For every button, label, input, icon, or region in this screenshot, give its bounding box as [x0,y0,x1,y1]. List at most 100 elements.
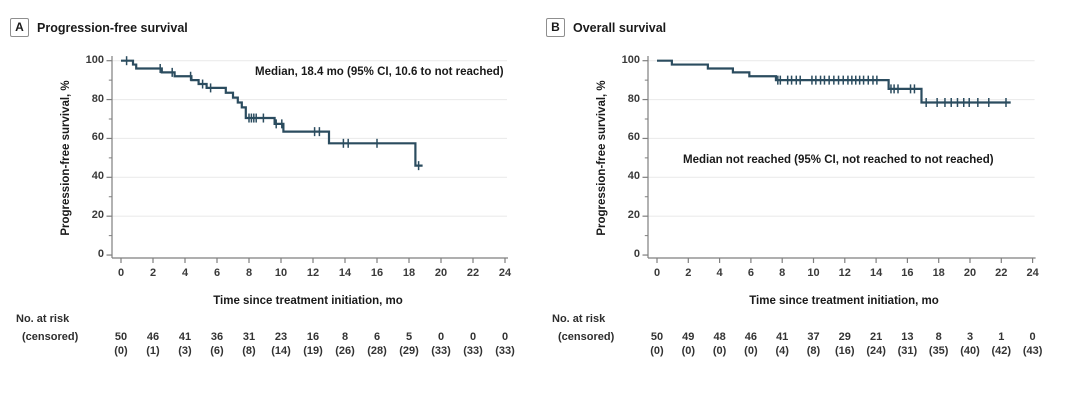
x-tick-label: 12 [306,267,320,279]
x-tick-label: 8 [779,267,786,279]
panel-a-letter: A [10,18,29,37]
y-tick-label: 60 [91,131,104,144]
x-tick-label: 14 [869,267,883,279]
at-risk-value: 1 [998,331,1005,343]
x-tick-label: 6 [213,267,221,279]
censored-value: (8) [242,345,256,357]
panel-b-header: B Overall survival [546,18,666,37]
at-risk-value: 23 [274,331,288,343]
x-tick-label: 2 [149,267,157,279]
censored-value: (33) [463,345,483,357]
panel-b-x-axis-title: Time since treatment initiation, mo [749,295,939,307]
censored-value: (29) [399,345,419,357]
at-risk-value: 6 [373,331,381,343]
censored-value: (33) [431,345,451,357]
panel-b-median-annotation: Median not reached (95% CI, not reached … [683,154,994,166]
censored-value: (43) [1022,345,1043,357]
x-tick-label: 0 [117,267,125,279]
at-risk-value: 50 [650,331,664,343]
censored-value: (40) [960,345,980,357]
panel-a-km-plot [106,56,508,263]
panel-b-km-plot [642,56,1036,263]
x-tick-label: 22 [466,267,480,279]
km-curve [657,59,1011,104]
at-risk-value: 0 [469,331,477,343]
censored-value: (0) [712,345,727,357]
x-tick-label: 4 [716,267,723,279]
panel-b-censored-label: (censored) [558,331,615,343]
y-tick-label: 60 [627,131,640,144]
at-risk-value: 0 [501,331,509,343]
x-tick-label: 2 [685,267,692,279]
at-risk-value: 46 [744,331,758,343]
y-tick-label: 0 [633,248,640,261]
x-tick-label: 18 [932,267,945,279]
x-tick-label: 10 [274,267,288,279]
at-risk-value: 36 [210,331,224,343]
censored-value: (8) [806,345,821,357]
panel-b-title: Overall survival [573,20,667,35]
panel-a-header: A Progression-free survival [10,18,188,37]
y-tick-label: 80 [627,92,640,105]
panel-a-title: Progression-free survival [37,20,188,35]
y-tick-label: 80 [91,92,104,105]
x-tick-label: 18 [402,267,416,279]
panel-a-risk-label: No. at risk [16,313,70,325]
censored-value: (24) [866,345,886,357]
at-risk-value: 41 [776,331,789,343]
censored-value: (0) [681,345,696,357]
at-risk-value: 21 [869,331,883,343]
panel-a-median-annotation: Median, 18.4 mo (95% CI, 10.6 to not rea… [255,66,504,78]
y-tick-label: 40 [627,170,640,183]
x-tick-label: 14 [338,267,352,279]
y-tick-label: 100 [85,53,104,66]
panel-a: A Progression-free survival Progression-… [10,18,515,357]
x-tick-label: 6 [747,267,754,279]
panel-b-risk-label: No. at risk [552,313,606,325]
at-risk-value: 0 [1029,331,1036,343]
x-tick-label: 12 [838,267,851,279]
at-risk-value: 13 [901,331,914,343]
at-risk-value: 3 [966,331,974,343]
x-tick-label: 20 [963,267,977,279]
censored-value: (6) [210,345,224,357]
panel-b: B Overall survival Progression-free surv… [536,0,1080,400]
y-tick-label: 40 [91,170,104,183]
at-risk-value: 8 [935,331,942,343]
km-curve [121,59,423,167]
x-tick-label: 22 [995,267,1008,279]
censored-value: (19) [303,345,323,357]
censored-value: (14) [271,345,291,357]
at-risk-value: 37 [807,331,820,343]
at-risk-value: 46 [146,331,160,343]
x-tick-label: 8 [245,267,253,279]
censored-value: (35) [928,345,949,357]
censored-value: (1) [146,345,160,357]
censored-value: (0) [744,345,758,357]
censored-value: (3) [178,345,192,357]
censored-value: (0) [650,345,664,357]
x-tick-label: 24 [498,267,512,279]
x-tick-label: 10 [807,267,820,279]
panel-b-letter: B [546,18,565,37]
censored-value: (31) [897,345,918,357]
at-risk-value: 48 [713,331,726,343]
censored-value: (26) [335,345,355,357]
x-tick-label: 4 [181,267,189,279]
panel-a-censored-label: (censored) [22,331,79,343]
at-risk-value: 0 [437,331,445,343]
censored-value: (4) [775,345,789,357]
censored-value: (28) [367,345,387,357]
panel-a-x-axis-title: Time since treatment initiation, mo [213,295,403,307]
at-risk-value: 31 [242,331,256,343]
x-tick-label: 24 [1026,267,1039,279]
at-risk-value: 5 [405,331,413,343]
x-tick-label: 16 [901,267,914,279]
y-tick-label: 20 [627,209,640,222]
censored-value: (42) [991,345,1012,357]
censored-value: (16) [835,345,855,357]
at-risk-value: 29 [838,331,851,343]
y-tick-label: 0 [97,248,104,261]
x-tick-label: 20 [434,267,448,279]
